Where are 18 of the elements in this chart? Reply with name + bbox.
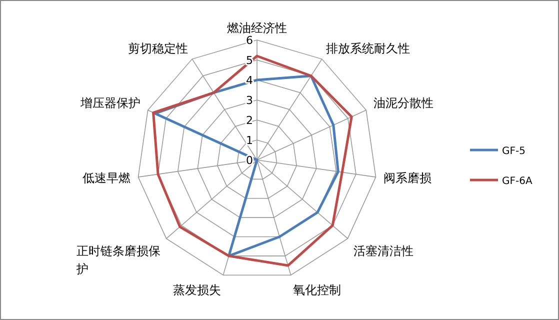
- spoke-label: 蒸发损失: [172, 282, 221, 297]
- spoke-label: 排放系统耐久性: [326, 41, 410, 56]
- spoke-label: 阀系磨损: [384, 171, 432, 186]
- spoke-label: 低速早燃: [82, 171, 130, 186]
- spoke-label: 剪切稳定性: [128, 41, 188, 56]
- legend-label: GF-5: [502, 146, 526, 157]
- y-tick-label: 3: [246, 94, 253, 107]
- legend-label: GF-6A: [502, 176, 532, 187]
- y-tick-label: 2: [246, 114, 253, 127]
- spoke-label: 正时链条磨损保护: [75, 244, 160, 276]
- spoke-label: 活塞清洁性: [354, 244, 414, 258]
- spoke-label: 氧化控制: [293, 282, 342, 297]
- y-tick-label: 0: [246, 154, 253, 167]
- y-tick-label: 1: [246, 134, 253, 147]
- spoke-label: 油泥分散性: [373, 96, 434, 110]
- spoke-label: 增压器保护: [80, 96, 141, 110]
- y-tick-label: 6: [246, 34, 253, 47]
- spoke-label: 燃油经济性: [227, 21, 287, 35]
